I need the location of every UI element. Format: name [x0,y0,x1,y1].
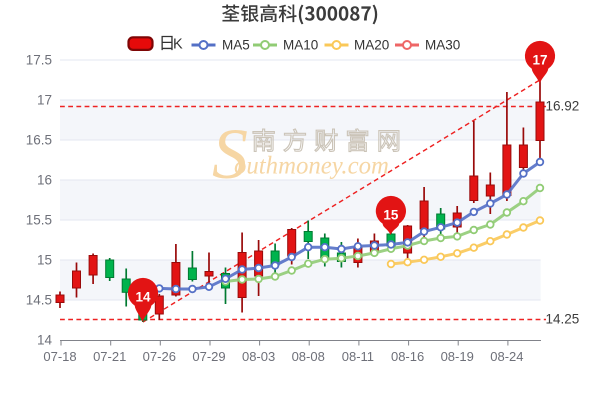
svg-text:08-16: 08-16 [391,349,424,364]
svg-text:07-29: 07-29 [192,349,225,364]
svg-text:15.5: 15.5 [26,213,52,228]
svg-text:07-21: 07-21 [93,349,126,364]
svg-text:16: 16 [37,173,52,188]
svg-text:14.25: 14.25 [546,312,580,327]
svg-text:15: 15 [37,253,52,268]
svg-text:08-11: 08-11 [342,349,374,364]
svg-text:14: 14 [37,333,53,348]
svg-text:08-03: 08-03 [242,349,275,364]
svg-text:16.92: 16.92 [546,99,580,114]
svg-text:K: K [173,37,183,53]
svg-text:07-26: 07-26 [143,349,176,364]
svg-text:08-19: 08-19 [441,349,474,364]
svg-text:15: 15 [383,208,399,223]
svg-text:08-08: 08-08 [292,349,325,364]
svg-text:MA10: MA10 [283,38,318,53]
svg-text:14: 14 [135,290,151,305]
svg-text:17: 17 [532,53,547,68]
svg-text:07-18: 07-18 [43,349,76,364]
svg-text:MA20: MA20 [354,38,389,53]
svg-text:08-24: 08-24 [490,349,523,364]
svg-text:S: S [212,114,248,194]
svg-text:17: 17 [37,93,52,108]
svg-text:17.5: 17.5 [26,53,52,68]
svg-text:outhmoney.com: outhmoney.com [234,153,389,180]
svg-text:16.5: 16.5 [26,133,52,148]
svg-text:14.5: 14.5 [26,293,52,308]
svg-text:MA30: MA30 [425,38,460,53]
svg-text:MA5: MA5 [222,38,250,53]
